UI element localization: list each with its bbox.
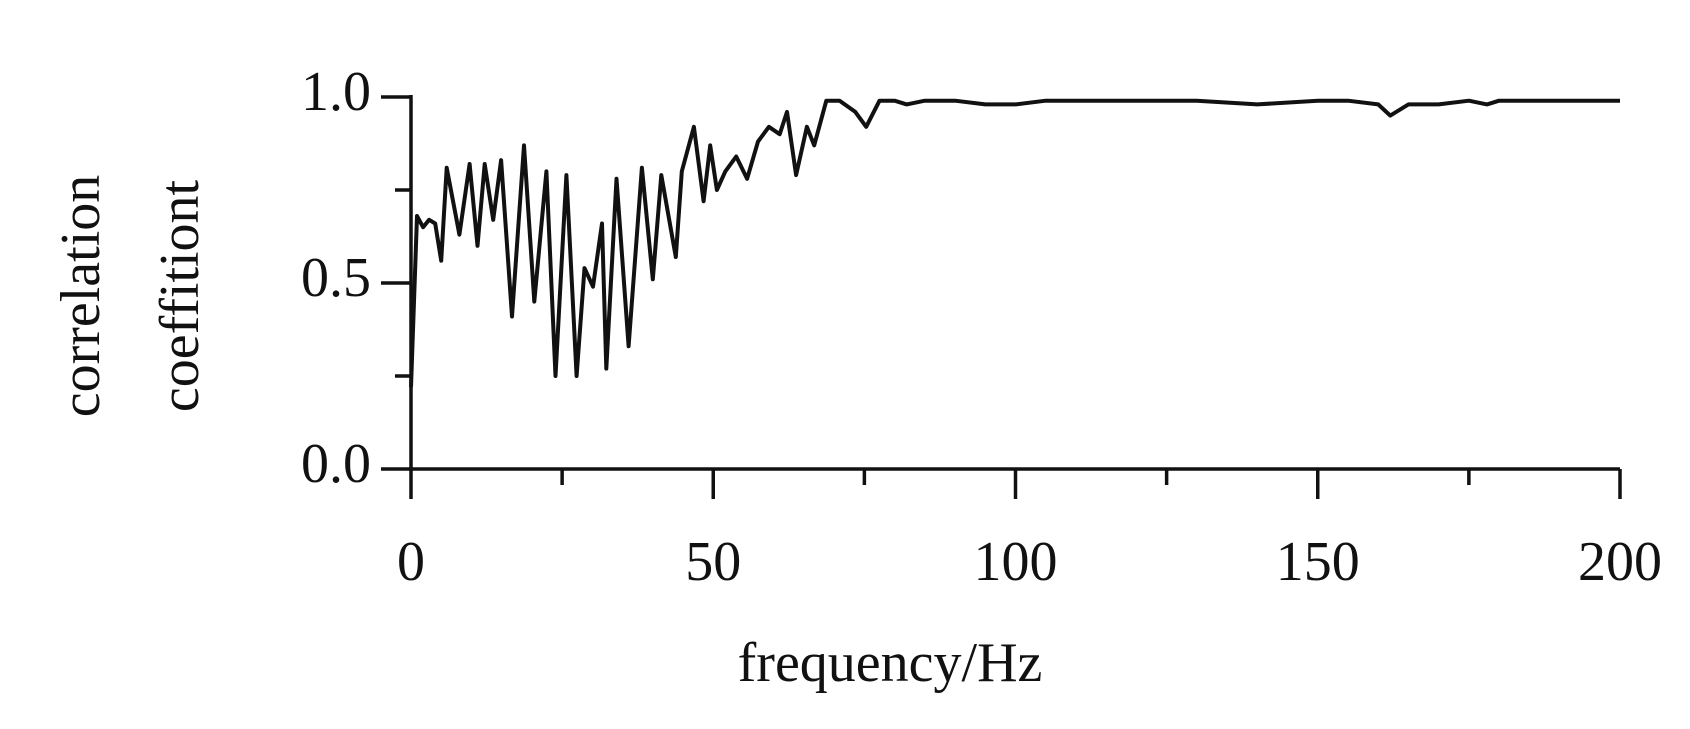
x-tick-label: 200: [1578, 531, 1662, 593]
line: [409, 98, 1620, 388]
y-tick-label: 1.0: [301, 61, 371, 123]
y-axis-label: correlation: [50, 175, 112, 418]
x-tick-label: 150: [1276, 531, 1360, 593]
x-tick-label: 0: [397, 531, 425, 593]
x-tick-label: 100: [974, 531, 1058, 593]
y-axis-label: coeffitiont: [149, 179, 211, 412]
y-tick-label: 0.0: [301, 433, 371, 495]
x-tick-label: 50: [685, 531, 741, 593]
x-axis-label: frequency/Hz: [738, 632, 1043, 694]
y-tick-label: 0.5: [301, 247, 371, 309]
